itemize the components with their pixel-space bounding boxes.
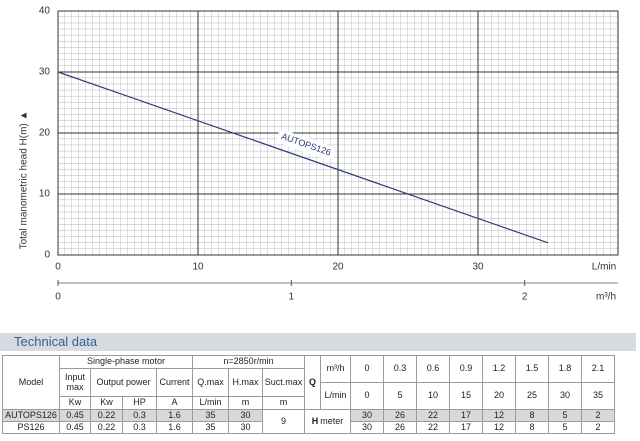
- h-value: 5: [548, 409, 583, 422]
- q-value: 2.1: [581, 355, 616, 383]
- unit: Kw: [59, 396, 91, 410]
- unit: Kw: [90, 396, 123, 410]
- q-value: 35: [581, 382, 616, 410]
- h-value: 17: [449, 421, 484, 434]
- unit: m: [262, 396, 306, 410]
- column-header: Input max: [59, 368, 91, 397]
- h-value: 8: [515, 409, 550, 422]
- x-tick-label: 20: [332, 262, 344, 273]
- y-tick-label: 20: [39, 128, 51, 139]
- y-tick-label: 10: [39, 189, 51, 200]
- q-unit: m³/h: [320, 355, 352, 383]
- h-value: 17: [449, 409, 484, 422]
- spec-value: 0.22: [90, 409, 123, 422]
- spec-value: 30: [228, 421, 264, 434]
- h-value: 22: [416, 421, 451, 434]
- h-value: 12: [482, 421, 517, 434]
- x2-tick-label: 0: [55, 292, 61, 303]
- h-value: 26: [383, 421, 418, 434]
- spec-value: 0.45: [59, 409, 91, 422]
- q-value: 0: [350, 355, 385, 383]
- h-value: 2: [581, 421, 616, 434]
- h-unit: meter: [320, 415, 344, 426]
- header-speed: n=2850r/min: [192, 355, 306, 369]
- curve-label-box: [277, 130, 335, 160]
- y-tick-label: 0: [44, 250, 50, 261]
- x-axis-label: L/min: [592, 262, 616, 273]
- y-axis-label: Total manometric head H(m) ▲: [19, 111, 30, 250]
- header-motor: Single-phase motor: [58, 355, 194, 369]
- h-value: 2: [581, 409, 616, 422]
- spec-value: 35: [192, 421, 230, 434]
- y-tick-label: 40: [39, 6, 51, 17]
- column-header: Q.max: [192, 368, 230, 397]
- h-value: 30: [350, 409, 385, 422]
- q-value: 15: [449, 382, 484, 410]
- x2-tick-label: 1: [289, 292, 295, 303]
- column-header: H.max: [228, 368, 264, 397]
- h-value: 8: [515, 421, 550, 434]
- q-unit: L/min: [320, 382, 352, 410]
- chart: Total manometric head H(m) ▲ L/min m³/h …: [19, 6, 619, 303]
- suction-value: 9: [262, 409, 306, 434]
- unit: A: [155, 396, 194, 410]
- curve: [57, 71, 549, 244]
- q-value: 0.9: [449, 355, 484, 383]
- q-value: 5: [383, 382, 418, 410]
- q-value: 20: [482, 382, 517, 410]
- q-value: 0.3: [383, 355, 418, 383]
- model-name: PS126: [2, 421, 60, 434]
- unit: m: [228, 396, 264, 410]
- unit: L/min: [192, 396, 230, 410]
- model-name: AUTOPS126: [2, 409, 60, 422]
- h-value: 5: [548, 421, 583, 434]
- table-row: PS126 0.45 0.22 0.3 1.6 35 30 30 26 22 17 12 8 5 2: [2, 421, 616, 434]
- column-header: Output power: [90, 368, 157, 397]
- x-tick-label: 10: [192, 262, 204, 273]
- spec-value: 1.6: [155, 409, 194, 422]
- h-value: 26: [383, 409, 418, 422]
- spec-value: 0.3: [122, 421, 157, 434]
- spec-value: 30: [228, 409, 264, 422]
- q-value: 30: [548, 382, 583, 410]
- h-value: 22: [416, 409, 451, 422]
- spec-value: 35: [192, 409, 230, 422]
- x2-axis-label: m³/h: [596, 292, 616, 303]
- q-label: Q: [304, 355, 322, 410]
- spec-value: 0.3: [122, 409, 157, 422]
- spec-value: 0.45: [59, 421, 91, 434]
- column-header: Suct.max: [262, 368, 306, 397]
- q-value: 10: [416, 382, 451, 410]
- x-tick-label: 0: [55, 262, 61, 273]
- q-value: 0.6: [416, 355, 451, 383]
- table-row: Input max Output power Current Q.max H.max Su…: [3, 368, 615, 397]
- q-value: 1.8: [548, 355, 583, 383]
- unit: HP: [122, 396, 157, 410]
- h-value: 12: [482, 409, 517, 422]
- h-value: 30: [350, 421, 385, 434]
- q-value: 25: [515, 382, 550, 410]
- x2-tick-label: 2: [522, 292, 528, 303]
- q-value: 1.5: [515, 355, 550, 383]
- x-tick-label: 30: [472, 262, 484, 273]
- q-value: 1.2: [482, 355, 517, 383]
- spec-value: 0.22: [90, 421, 123, 434]
- h-symbol: H: [311, 415, 319, 426]
- table-row: Kw Kw HP A L/min m m: [3, 396, 615, 410]
- y-tick-label: 30: [39, 67, 51, 78]
- spec-value: 1.6: [155, 421, 194, 434]
- section-title: Technical data: [0, 333, 636, 351]
- header-model: Model: [2, 355, 60, 410]
- q-value: 0: [350, 382, 385, 410]
- column-header: Current: [155, 368, 194, 397]
